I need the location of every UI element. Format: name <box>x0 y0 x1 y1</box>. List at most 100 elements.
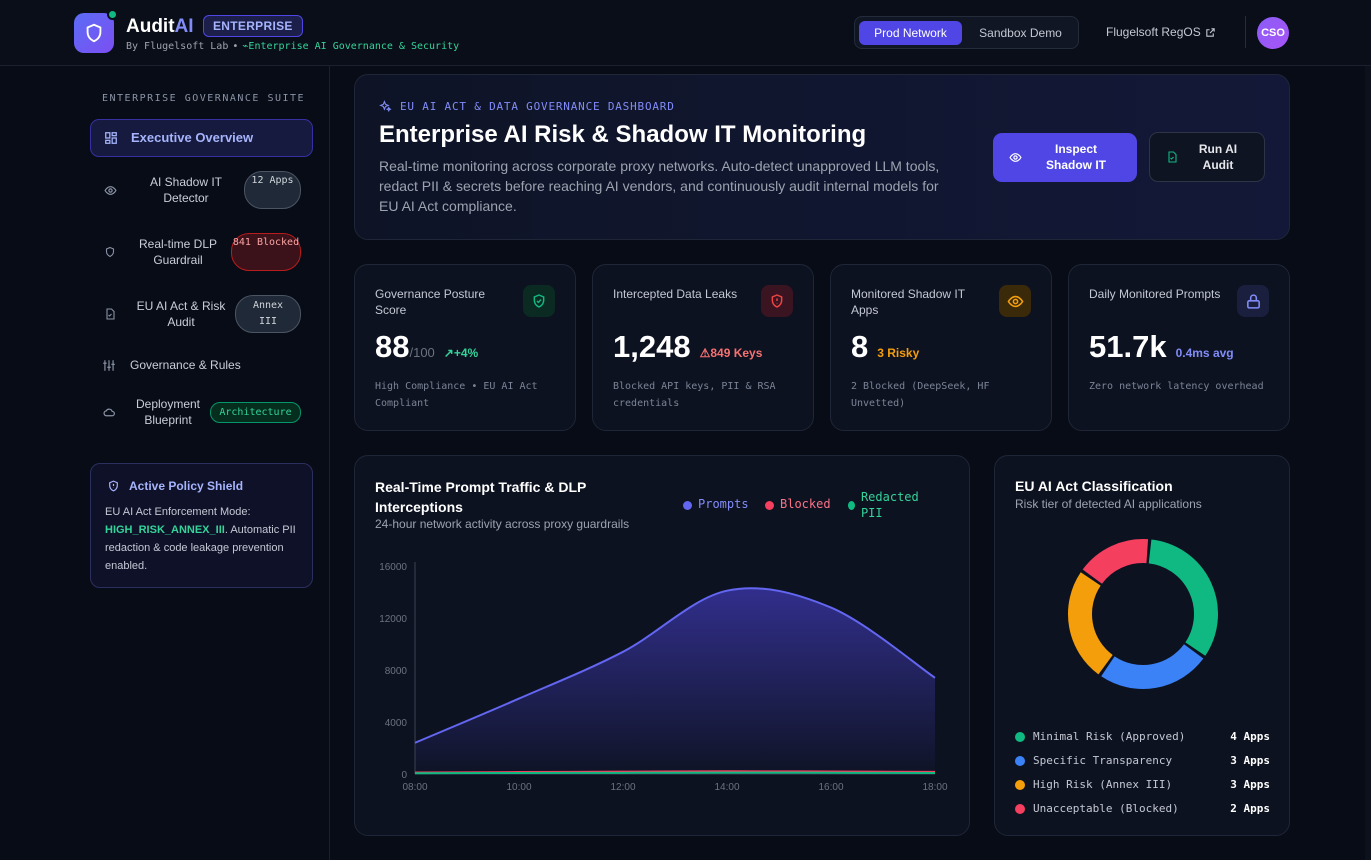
series-line-redacted-pii[interactable] <box>414 771 936 775</box>
sidebar-item-dlp-guardrail[interactable]: Real-time DLP Guardrail 841 Blocked <box>90 232 313 272</box>
network-toggle: Prod Network Sandbox Demo <box>854 16 1079 49</box>
y-tick-label: 12000 <box>379 614 407 625</box>
byline-text: By Flugelsoft Lab <box>126 41 229 52</box>
legend-label: Prompts <box>698 497 749 511</box>
stat-value: 1,248 ⚠849 Keys <box>613 329 762 365</box>
eye-icon <box>999 285 1031 317</box>
avatar[interactable]: CSO <box>1257 17 1289 49</box>
score-delta-value: +4% <box>453 346 479 360</box>
shield-icon <box>103 245 117 259</box>
architecture-badge: Architecture <box>210 402 301 423</box>
legend-category: Minimal Risk (Approved) <box>1033 730 1186 743</box>
brand-accent: AI <box>174 16 194 37</box>
sidebar-item-label: Executive Overview <box>131 130 254 145</box>
hero-tag-label: EU AI ACT & DATA GOVERNANCE DASHBOARD <box>400 100 675 113</box>
stat-footer: Zero network latency overhead <box>1089 381 1264 392</box>
traffic-area-chart: 0 4000 8000 12000 16000 08:00 10:00 12:00 14:00 1… <box>379 562 948 793</box>
regos-label: Flugelsoft RegOS <box>1106 25 1201 39</box>
stat-label: Intercepted Data Leaks <box>613 287 738 301</box>
stat-footer: Blocked API keys, PII & RSA credentials <box>613 381 776 409</box>
shield-logo-icon <box>86 23 102 43</box>
donut-slice-2[interactable] <box>1068 572 1114 675</box>
legend-blocked[interactable]: Blocked <box>765 497 831 511</box>
grid-icon <box>104 131 118 145</box>
legend-dot <box>1015 756 1025 766</box>
edition-badge: ENTERPRISE <box>203 15 303 37</box>
policy-title: Active Policy Shield <box>129 479 244 493</box>
byline: By Flugelsoft Lab • ⌁Enterprise AI Governa… <box>126 41 459 52</box>
x-tick-label: 16:00 <box>818 782 843 793</box>
sidebar-item-label: EU AI Act & Risk Audit <box>136 299 226 329</box>
header-divider <box>1245 16 1246 48</box>
sidebar-item-label: Deployment Blueprint <box>135 397 201 427</box>
x-tick-label: 14:00 <box>714 782 739 793</box>
sidebar-item-executive-overview[interactable]: Executive Overview <box>90 119 313 157</box>
traffic-chart-card: Real-Time Prompt Traffic & DLP Intercept… <box>354 455 970 836</box>
y-tick-label: 0 <box>401 770 407 781</box>
legend-count: 4 Apps <box>1230 730 1270 743</box>
status-dot <box>107 9 118 20</box>
donut-subtitle: Risk tier of detected AI applications <box>1015 497 1202 511</box>
sidebar-item-shadow-it[interactable]: AI Shadow IT Detector 12 Apps <box>90 170 313 210</box>
legend-label: Redacted PII <box>860 490 919 520</box>
tab-prod-network[interactable]: Prod Network <box>859 21 962 45</box>
legend-prompts[interactable]: Prompts <box>683 497 749 511</box>
sidebar-item-label: Real-time DLP Guardrail <box>138 237 218 267</box>
legend-category: High Risk (Annex III) <box>1033 778 1173 791</box>
eye-icon <box>103 183 117 197</box>
stat-footer: High Compliance • EU AI Act Compliant <box>375 381 538 409</box>
legend-count: 3 Apps <box>1230 778 1270 791</box>
page-title: Enterprise AI Risk & Shadow IT Monitorin… <box>379 121 867 148</box>
x-tick-label: 18:00 <box>922 782 947 793</box>
run-ai-audit-button[interactable]: Run AI Audit <box>1149 132 1265 182</box>
chart-title: Real-Time Prompt Traffic & DLP Intercept… <box>375 479 587 515</box>
stat-label: Monitored Shadow IT Apps <box>851 287 965 317</box>
sidebar-item-eu-ai-act[interactable]: EU AI Act & Risk Audit Annex III <box>90 294 313 334</box>
legend-label: Blocked <box>780 497 831 511</box>
policy-text-after: . Automatic PII redaction & code leakage… <box>105 524 296 572</box>
y-tick-label: 8000 <box>385 666 408 677</box>
legend-redacted-pii[interactable]: Redacted PII <box>848 489 928 521</box>
active-policy-shield: Active Policy Shield EU AI Act Enforceme… <box>90 463 313 588</box>
pulse-icon: ⌁ <box>242 41 249 52</box>
prompts-value: 51.7k <box>1089 329 1167 364</box>
apps-delta: 3 Risky <box>877 346 920 360</box>
prompts-delta: 0.4ms avg <box>1175 346 1234 360</box>
sparkles-icon <box>379 100 392 113</box>
regos-link[interactable]: Flugelsoft RegOS <box>1106 25 1216 39</box>
brand-name: AuditAI <box>126 16 194 38</box>
sidebar-item-governance-rules[interactable]: Governance & Rules <box>90 346 313 384</box>
legend-dot <box>848 501 855 510</box>
sidebar-item-deployment-blueprint[interactable]: Deployment Blueprint Architecture <box>90 392 313 432</box>
shadow-it-count-badge: 12 Apps <box>244 171 301 209</box>
sidebar: ENTERPRISE GOVERNANCE SUITE Executive Ov… <box>0 66 330 860</box>
donut-slice-3[interactable] <box>1082 539 1149 585</box>
sidebar-item-label: AI Shadow IT Detector <box>149 175 223 205</box>
dlp-blocked-badge: 841 Blocked <box>231 233 301 271</box>
sidebar-item-label: Governance & Rules <box>130 358 241 372</box>
leaks-delta: ⚠849 Keys <box>699 346 763 360</box>
tagline: Enterprise AI Governance & Security <box>248 41 460 52</box>
donut-title: EU AI Act Classification <box>1015 478 1173 494</box>
stat-value: 8 3 Risky <box>851 329 919 365</box>
logo[interactable] <box>74 13 114 53</box>
stat-card-governance-score: Governance Posture Score 88/100 ↗+4% High… <box>354 264 576 431</box>
legend-dot <box>1015 804 1025 814</box>
annex-badge: Annex III <box>235 295 301 333</box>
donut-legend-row: Unacceptable (Blocked) 2 Apps <box>1015 801 1270 817</box>
tab-sandbox-demo[interactable]: Sandbox Demo <box>979 26 1062 40</box>
series-area-prompts <box>415 588 935 774</box>
donut-legend-row: Minimal Risk (Approved) 4 Apps <box>1015 729 1270 745</box>
hero-tag: EU AI ACT & DATA GOVERNANCE DASHBOARD <box>379 100 675 113</box>
sliders-icon <box>102 358 116 372</box>
donut-slice-1[interactable] <box>1101 643 1204 689</box>
inspect-shadow-it-button[interactable]: Inspect Shadow IT <box>993 133 1137 182</box>
top-header: AuditAI ENTERPRISE By Flugelsoft Lab • ⌁En… <box>0 0 1371 66</box>
donut-slice-0[interactable] <box>1148 539 1218 656</box>
policy-body: EU AI Act Enforcement Mode: HIGH_RISK_AN… <box>105 503 301 575</box>
legend-category: Specific Transparency <box>1033 754 1173 767</box>
scrollbar[interactable] <box>1365 66 1371 860</box>
legend-dot <box>1015 780 1025 790</box>
series-line-prompts[interactable] <box>414 587 936 744</box>
stat-footer: 2 Blocked (DeepSeek, HF Unvetted) <box>851 381 990 409</box>
